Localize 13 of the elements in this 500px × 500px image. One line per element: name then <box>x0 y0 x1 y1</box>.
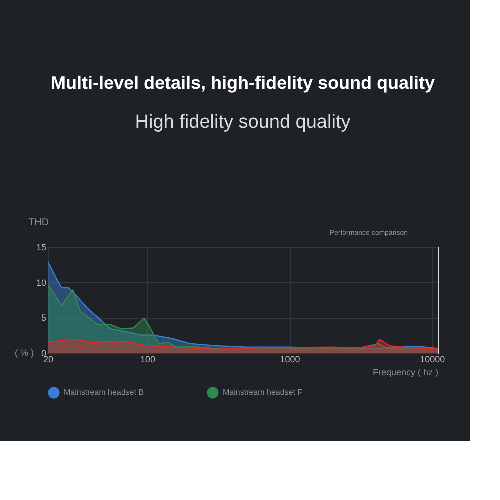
chart-title: Multi-level details, high-fidelity sound quality <box>50 73 436 93</box>
legend-label: Mainstream headset B <box>64 388 144 397</box>
y-tick-label: 15 <box>36 242 46 252</box>
y-tick-label: 10 <box>36 278 46 288</box>
legend-label: Mainstream headset F <box>223 388 303 397</box>
x-axis-title: Frequency ( hz ) <box>372 368 438 378</box>
x-tick-label: 10000 <box>420 354 446 364</box>
y-tick-label: 5 <box>41 313 46 324</box>
text: ( % ) <box>15 348 34 358</box>
y-axis-title: THD <box>28 218 50 228</box>
x-tick-label: 100 <box>140 354 156 364</box>
x-tick-label: 1000 <box>280 354 300 364</box>
chart-subtitle: High fidelity sound quality <box>135 112 352 133</box>
